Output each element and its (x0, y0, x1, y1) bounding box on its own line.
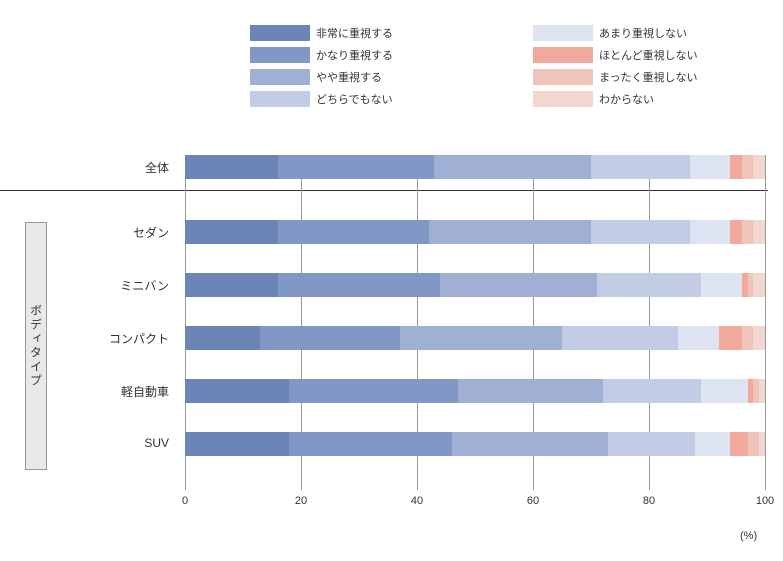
bar-segment (591, 220, 690, 244)
x-tick-label: 60 (527, 495, 539, 507)
row-label: 軽自動車 (121, 383, 175, 400)
bar-segment (452, 432, 609, 456)
legend-swatch (250, 69, 310, 85)
x-tick-label: 0 (182, 495, 188, 507)
legend-swatch (533, 47, 593, 63)
bar-segment (289, 432, 451, 456)
legend-label: かなり重視する (316, 47, 393, 63)
row-label: ミニバン (120, 277, 175, 294)
legend-label: まったく重視しない (599, 69, 698, 85)
bar-segment (759, 432, 765, 456)
bar-segment (701, 273, 742, 297)
row-label: コンパクト (109, 330, 175, 347)
bar-segment (701, 379, 747, 403)
bar-segment (185, 155, 278, 179)
bar-row (185, 155, 765, 179)
bar-segment (185, 432, 289, 456)
legend-item: ほとんど重視しない (533, 47, 698, 63)
bar-segment (730, 155, 742, 179)
bar-segment (730, 220, 742, 244)
bar-row (185, 326, 765, 350)
bar-row (185, 432, 765, 456)
legend-label: わからない (599, 91, 654, 107)
bar-segment (434, 155, 591, 179)
legend-col-right: あまり重視しないほとんど重視しないまったく重視しないわからない (533, 25, 698, 107)
bar-segment (185, 273, 278, 297)
bar-segment (278, 220, 429, 244)
bar-segment (185, 326, 260, 350)
legend-item: 非常に重視する (250, 25, 393, 41)
legend-swatch (250, 91, 310, 107)
bar-segment (719, 326, 742, 350)
legend-label: どちらでもない (316, 91, 393, 107)
legend-item: どちらでもない (250, 91, 393, 107)
unit-label: (%) (740, 530, 757, 542)
bar-segment (400, 326, 562, 350)
bar-segment (278, 155, 435, 179)
bar-segment (695, 432, 730, 456)
legend-item: わからない (533, 91, 698, 107)
x-tick-label: 40 (411, 495, 423, 507)
bar-segment (753, 220, 765, 244)
bar-segment (753, 273, 765, 297)
bar-segment (742, 326, 754, 350)
bar-segment (690, 220, 731, 244)
legend-swatch (250, 25, 310, 41)
bar-segment (562, 326, 678, 350)
bar-segment (730, 432, 747, 456)
bar-segment (440, 273, 597, 297)
legend-label: やや重視する (316, 69, 382, 85)
x-tick-label: 20 (295, 495, 307, 507)
legend-label: 非常に重視する (316, 25, 393, 41)
bar-row (185, 273, 765, 297)
legend-item: まったく重視しない (533, 69, 698, 85)
row-label: 全体 (145, 159, 175, 176)
chart-container: 非常に重視するかなり重視するやや重視するどちらでもない あまり重視しないほとんど… (0, 0, 783, 561)
legend-col-left: 非常に重視するかなり重視するやや重視するどちらでもない (250, 25, 393, 107)
legend-item: あまり重視しない (533, 25, 698, 41)
plot-area (185, 155, 765, 490)
bar-segment (753, 155, 765, 179)
bar-segment (429, 220, 591, 244)
bar-segment (690, 155, 731, 179)
bar-segment (289, 379, 457, 403)
legend-item: やや重視する (250, 69, 393, 85)
bar-segment (260, 326, 399, 350)
row-label: セダン (133, 224, 175, 241)
bar-segment (759, 379, 765, 403)
bar-segment (748, 432, 760, 456)
legend-label: あまり重視しない (599, 25, 687, 41)
bar-segment (742, 155, 754, 179)
gridline (765, 155, 766, 490)
legend-swatch (533, 69, 593, 85)
bar-segment (742, 220, 754, 244)
legend-swatch (533, 25, 593, 41)
legend: 非常に重視するかなり重視するやや重視するどちらでもない あまり重視しないほとんど… (250, 25, 698, 107)
row-labels: 全体セダンミニバンコンパクト軽自動車 SUV (0, 155, 185, 490)
bar-segment (591, 155, 690, 179)
legend-item: かなり重視する (250, 47, 393, 63)
legend-swatch (533, 91, 593, 107)
bar-row (185, 379, 765, 403)
bar-segment (185, 220, 278, 244)
bar-row (185, 220, 765, 244)
bar-segment (753, 326, 765, 350)
bar-segment (603, 379, 702, 403)
legend-swatch (250, 47, 310, 63)
bar-segment (597, 273, 701, 297)
bar-segment (278, 273, 440, 297)
x-tick-label: 100 (756, 495, 774, 507)
row-label: SUV (144, 436, 175, 450)
bar-segment (678, 326, 719, 350)
x-tick-label: 80 (643, 495, 655, 507)
legend-label: ほとんど重視しない (599, 47, 698, 63)
bar-segment (185, 379, 289, 403)
bar-segment (608, 432, 695, 456)
bar-segment (458, 379, 603, 403)
